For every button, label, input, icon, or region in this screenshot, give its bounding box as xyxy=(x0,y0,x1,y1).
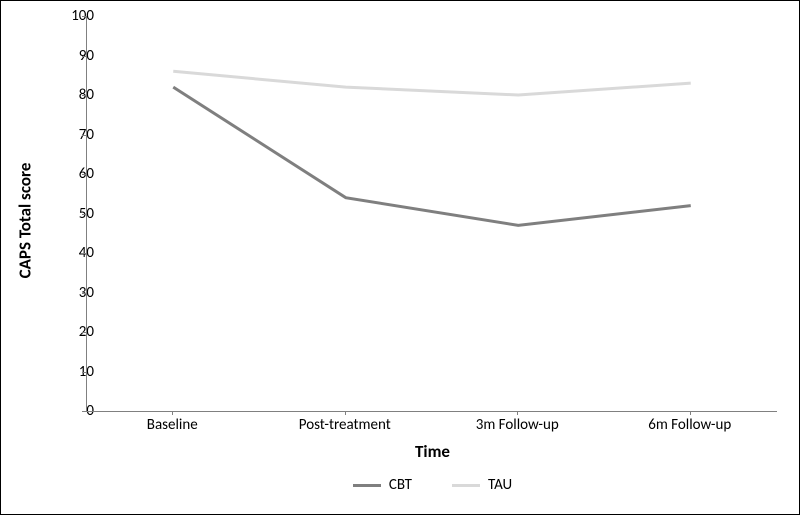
legend-label: TAU xyxy=(488,476,512,494)
legend: CBT TAU xyxy=(86,476,779,494)
legend-swatch xyxy=(353,484,381,487)
x-tick-label: 3m Follow-up xyxy=(476,416,559,434)
chart-container: CAPS Total score 0102030405060708090100 … xyxy=(0,0,800,515)
y-axis-title: CAPS Total score xyxy=(13,1,37,439)
x-tick-label: Baseline xyxy=(147,416,198,434)
x-tick-label: Post-treatment xyxy=(299,416,391,434)
legend-label: CBT xyxy=(389,476,412,494)
x-tick-label: 6m Follow-up xyxy=(648,416,731,434)
series-line-tau xyxy=(173,71,691,95)
series-line-cbt xyxy=(173,87,691,225)
x-axis-title: Time xyxy=(86,441,779,462)
x-axis-title-text: Time xyxy=(415,441,450,462)
legend-swatch xyxy=(452,484,480,487)
plot-area xyxy=(86,16,777,412)
legend-item-tau: TAU xyxy=(452,476,512,494)
chart-lines xyxy=(87,16,777,411)
y-axis-title-text: CAPS Total score xyxy=(15,162,36,278)
legend-item-cbt: CBT xyxy=(353,476,412,494)
